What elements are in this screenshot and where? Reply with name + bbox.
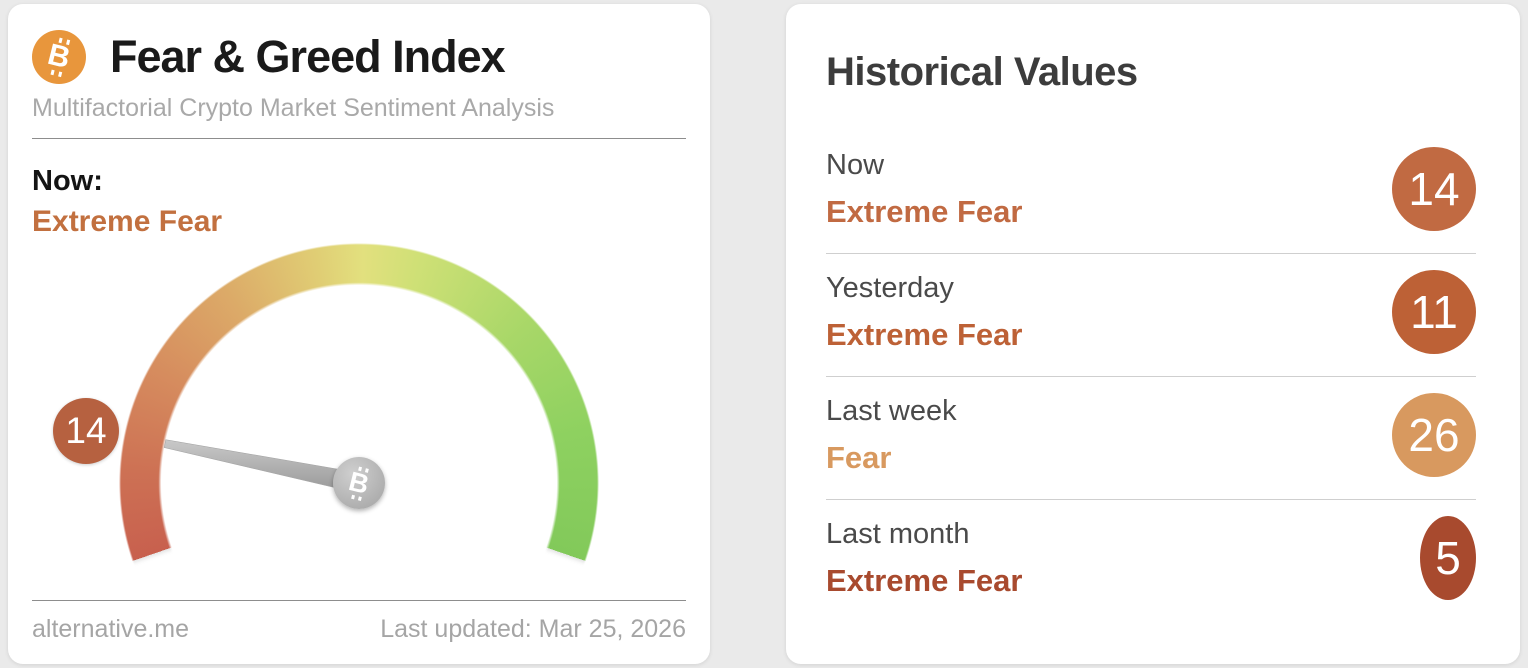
- row-divider: [826, 253, 1476, 254]
- history-row-now: Now Extreme Fear 14: [826, 131, 1476, 253]
- history-row-texts: Now Extreme Fear: [826, 149, 1022, 230]
- history-classification: Extreme Fear: [826, 562, 1023, 598]
- gauge-needle: [163, 439, 362, 494]
- history-label: Last week: [826, 394, 957, 427]
- row-divider: [826, 499, 1476, 500]
- historical-values-card: Historical Values Now Extreme Fear 14 Ye…: [786, 4, 1520, 664]
- history-row-last-month: Last month Extreme Fear 5: [826, 500, 1476, 622]
- card-header: B Fear & Greed Index: [32, 30, 686, 84]
- history-label: Yesterday: [826, 271, 954, 304]
- card-subtitle: Multifactorial Crypto Market Sentiment A…: [32, 94, 555, 122]
- history-label: Last month: [826, 517, 970, 550]
- now-classification: Extreme Fear: [32, 205, 223, 238]
- history-classification: Extreme Fear: [826, 316, 1023, 352]
- history-value-badge: 26: [1392, 393, 1476, 477]
- row-divider: [826, 376, 1476, 377]
- now-label: Now:: [32, 165, 103, 197]
- card-title: Fear & Greed Index: [110, 31, 506, 82]
- history-classification: Extreme Fear: [826, 193, 1023, 229]
- history-label: Now: [826, 148, 885, 181]
- gauge: B 14: [32, 241, 686, 668]
- bitcoin-hub-glyph: B: [346, 465, 373, 500]
- history-value-badge: 5: [1420, 516, 1476, 600]
- history-value-badge: 14: [1392, 147, 1476, 231]
- history-row-yesterday: Yesterday Extreme Fear 11: [826, 254, 1476, 376]
- gauge-hub: B: [333, 457, 385, 509]
- history-row-texts: Yesterday Extreme Fear: [826, 272, 1022, 353]
- fear-greed-card: B Fear & Greed Index Multifactorial Cryp…: [8, 4, 710, 668]
- history-row-texts: Last week Fear: [826, 395, 957, 476]
- history-value-badge: 11: [1392, 270, 1476, 354]
- header-divider: [32, 138, 686, 139]
- history-classification: Fear: [826, 439, 892, 475]
- history-row-texts: Last month Extreme Fear: [826, 518, 1022, 599]
- history-row-last-week: Last week Fear 26: [826, 377, 1476, 499]
- bitcoin-glyph: B: [44, 37, 74, 76]
- historical-title: Historical Values: [826, 50, 1138, 94]
- gauge-value-badge: 14: [53, 398, 119, 464]
- historical-rows: Now Extreme Fear 14 Yesterday Extreme Fe…: [826, 131, 1476, 622]
- bitcoin-icon: B: [32, 30, 86, 84]
